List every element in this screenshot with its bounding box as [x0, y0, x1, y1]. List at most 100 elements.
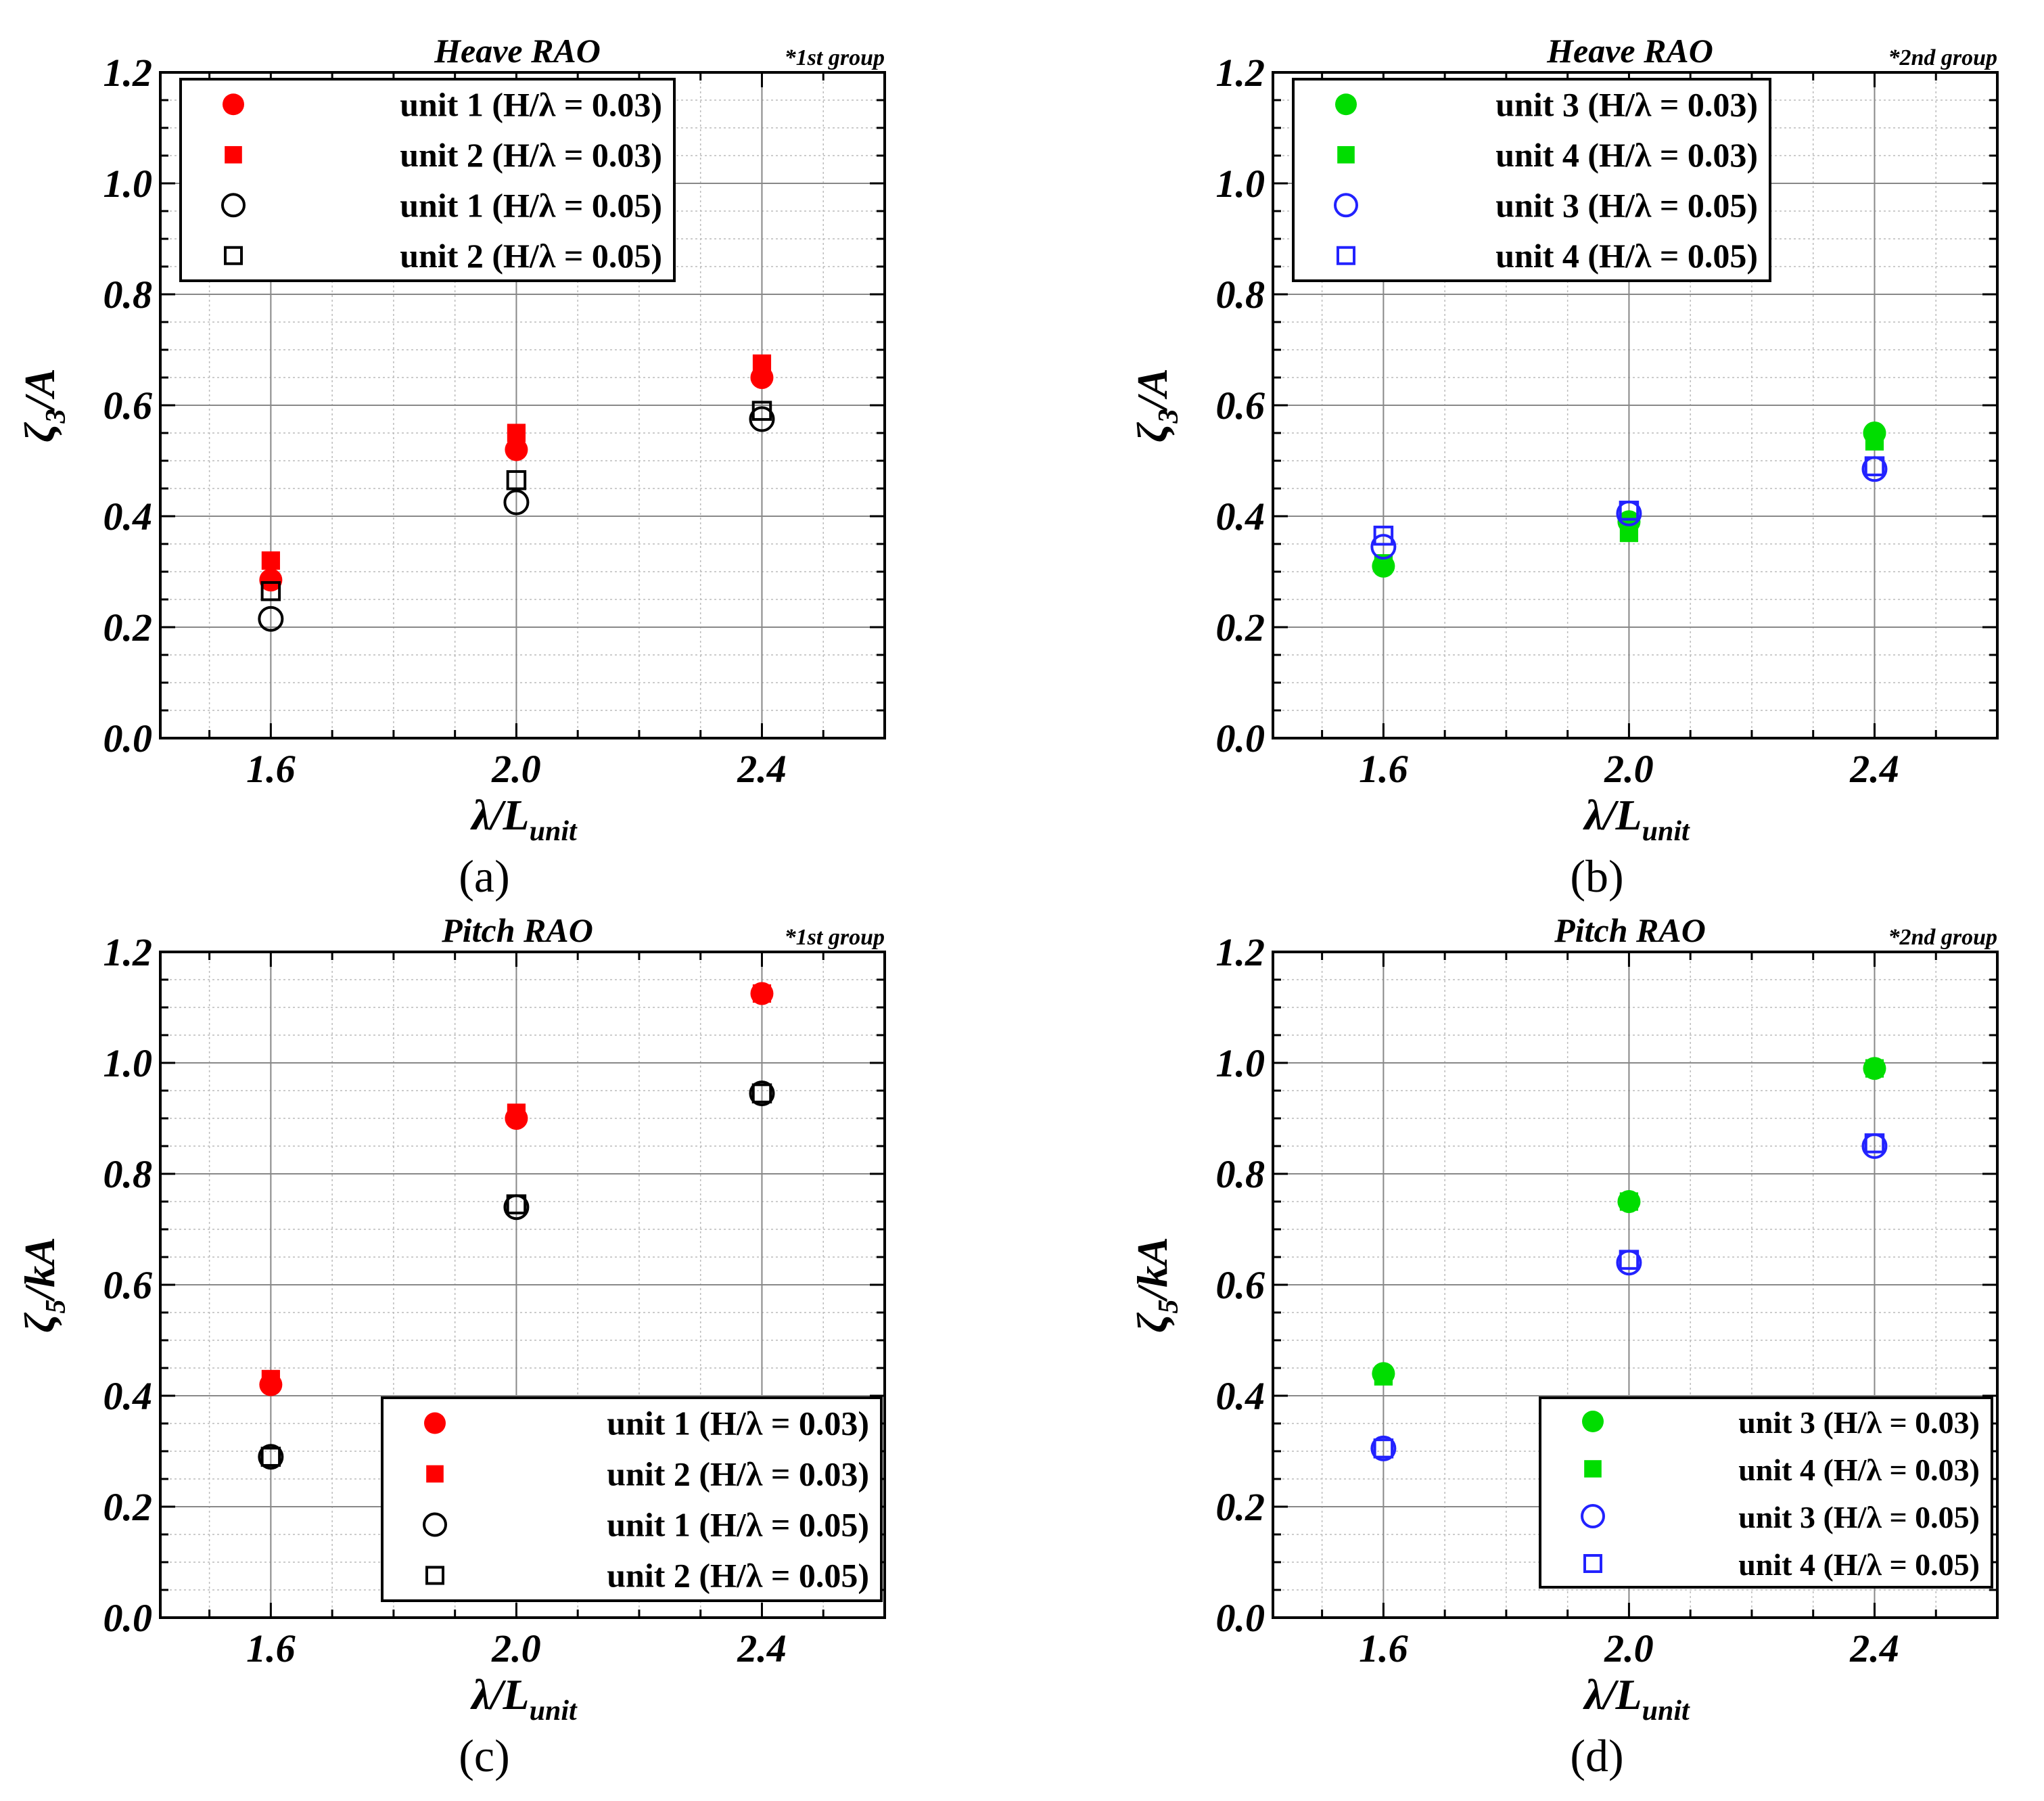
data-point [749, 406, 775, 432]
data-point [260, 1446, 281, 1467]
data-point [258, 1444, 284, 1470]
legend-marker [1581, 1504, 1605, 1528]
y-tick-label: 0.0 [1216, 716, 1265, 760]
data-point [1619, 501, 1640, 521]
series-3 [258, 406, 775, 632]
legend-label: unit 2 (H/λ = 0.05) [400, 237, 662, 275]
data-point [261, 1369, 280, 1388]
legend-marker [423, 1512, 447, 1537]
y-tick-label: 1.0 [103, 1041, 153, 1085]
data-point [259, 568, 283, 592]
series-2 [261, 984, 772, 1388]
data-point [258, 606, 284, 632]
x-tick-label: 2.0 [491, 747, 541, 791]
data-point [1373, 525, 1394, 546]
x-tick-label: 2.4 [1849, 1626, 1899, 1670]
legend-label: unit 2 (H/λ = 0.03) [607, 1455, 869, 1493]
group-note: *2nd group [1888, 45, 1997, 70]
y-tick-label: 1.2 [103, 51, 153, 95]
data-point [751, 1083, 772, 1103]
data-point [752, 354, 772, 373]
legend-marker [223, 93, 244, 116]
chart-title: Pitch RAO [1554, 911, 1706, 949]
data-point [503, 489, 530, 516]
legend: unit 3 (H/λ = 0.03) unit 4 (H/λ = 0.03) un… [1539, 1396, 1993, 1589]
y-tick-label: 0.0 [103, 716, 153, 760]
legend-label: unit 4 (H/λ = 0.03) [1738, 1453, 1980, 1487]
series-4 [1373, 456, 1885, 546]
legend-marker [426, 1465, 444, 1483]
data-point [749, 1080, 775, 1107]
y-tick-label: 0.6 [1216, 384, 1265, 428]
x-tick-label: 2.0 [1604, 1626, 1654, 1670]
x-tick-label: 2.4 [1849, 747, 1899, 791]
data-point [1373, 1438, 1394, 1459]
data-point [506, 470, 527, 491]
y-tick-label: 0.8 [1216, 273, 1265, 317]
series-4 [1373, 1133, 1885, 1459]
y-tick-label: 0.0 [103, 1596, 153, 1640]
data-point [1619, 1250, 1640, 1270]
y-axis-label: ζ3/A [1128, 368, 1184, 442]
x-tick-label: 2.4 [737, 747, 787, 791]
legend: unit 1 (H/λ = 0.03) unit 2 (H/λ = 0.03) un… [179, 78, 676, 282]
legend-marker [225, 145, 242, 164]
series-4 [260, 1083, 772, 1467]
legend-marker [1335, 93, 1357, 116]
legend-label: unit 4 (H/λ = 0.05) [1738, 1547, 1980, 1582]
x-tick-label: 1.6 [246, 1626, 296, 1670]
x-axis-label: λ/Lunit [469, 791, 578, 847]
data-point [1865, 1059, 1884, 1078]
data-point [1865, 432, 1884, 451]
y-tick-label: 1.2 [1216, 51, 1265, 95]
y-axis-label: ζ5/kA [1128, 1237, 1184, 1333]
legend-label: unit 2 (H/λ = 0.05) [607, 1557, 869, 1595]
data-point [1619, 1192, 1639, 1211]
data-point [1374, 1367, 1393, 1386]
data-point [507, 1103, 526, 1122]
legend-label: unit 4 (H/λ = 0.05) [1495, 237, 1758, 275]
chart-panel-3: 1.6 2.0 2.4 0.0 0.2 0.4 0.6 0.8 1.0 1.2 Pitch RAO *… [16, 911, 886, 1781]
data-point [1864, 1133, 1885, 1154]
panel-caption: (a) [459, 850, 509, 902]
y-tick-label: 0.2 [103, 606, 153, 649]
y-tick-label: 0.6 [1216, 1263, 1265, 1307]
y-tick-label: 0.8 [1216, 1152, 1265, 1196]
legend-label: unit 3 (H/λ = 0.05) [1738, 1500, 1980, 1534]
y-tick-label: 0.6 [103, 1263, 153, 1307]
legend-label: unit 3 (H/λ = 0.03) [1738, 1405, 1980, 1440]
data-point [261, 551, 280, 570]
legend-box [1539, 1396, 1993, 1589]
chart-panel-4: 1.6 2.0 2.4 0.0 0.2 0.4 0.6 0.8 1.0 1.2 Pitch RAO *… [1128, 911, 1999, 1781]
legend-box [179, 78, 676, 282]
y-tick-label: 0.2 [103, 1485, 153, 1529]
y-tick-label: 0.4 [1216, 495, 1265, 539]
series-2 [1374, 1059, 1884, 1386]
y-tick-label: 1.2 [1216, 930, 1265, 974]
legend-label: unit 1 (H/λ = 0.05) [400, 186, 662, 224]
legend-marker [1337, 145, 1355, 164]
data-point [1619, 524, 1639, 543]
data-point [507, 424, 526, 442]
y-tick-label: 1.0 [1216, 162, 1265, 206]
x-tick-label: 1.6 [1359, 1626, 1408, 1670]
legend-marker [424, 1412, 446, 1434]
y-tick-label: 1.0 [103, 162, 153, 206]
legend: unit 3 (H/λ = 0.03) unit 4 (H/λ = 0.03) un… [1292, 78, 1771, 282]
data-point [1370, 534, 1397, 560]
legend-label: unit 1 (H/λ = 0.03) [400, 85, 662, 123]
legend-marker [1584, 1460, 1602, 1478]
y-axis-label: ζ5/kA [16, 1237, 72, 1333]
legend-label: unit 1 (H/λ = 0.05) [607, 1506, 869, 1544]
y-tick-label: 0.0 [1216, 1596, 1265, 1640]
legend: unit 1 (H/λ = 0.03) unit 2 (H/λ = 0.03) un… [381, 1396, 883, 1602]
chart-title: Heave RAO [434, 32, 601, 70]
y-tick-label: 1.2 [103, 930, 153, 974]
data-point [506, 1194, 527, 1214]
data-point [751, 401, 772, 421]
legend-marker [425, 1566, 444, 1585]
legend-marker [221, 193, 246, 218]
legend-marker [224, 246, 243, 265]
panel-caption: (c) [459, 1730, 509, 1781]
panel-caption: (b) [1570, 850, 1623, 902]
